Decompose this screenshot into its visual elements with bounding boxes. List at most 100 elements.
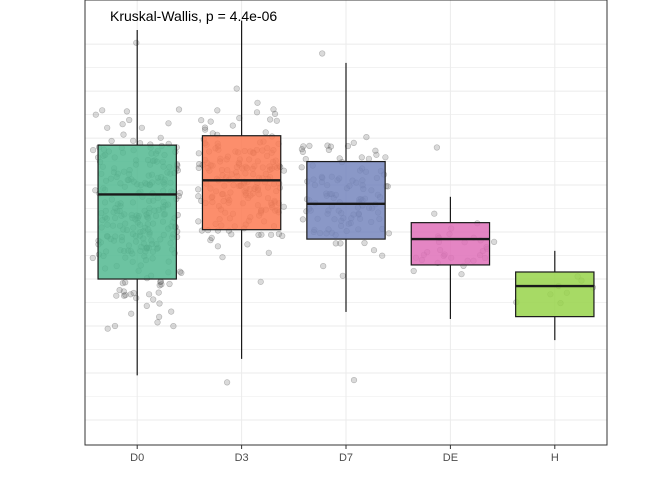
data-point <box>379 252 386 259</box>
data-point <box>89 147 97 154</box>
data-point <box>214 243 221 250</box>
data-point <box>208 234 215 241</box>
boxplot-D0 <box>97 30 177 376</box>
data-point <box>120 131 127 138</box>
data-point <box>130 289 137 297</box>
data-point <box>166 280 173 288</box>
data-point <box>320 263 327 270</box>
data-point <box>202 126 209 133</box>
data-point <box>299 148 307 155</box>
data-point <box>385 230 393 237</box>
data-point <box>257 278 264 285</box>
data-point <box>168 308 175 315</box>
data-point <box>119 280 126 287</box>
data-point <box>271 110 279 117</box>
data-point <box>244 241 251 248</box>
data-point <box>104 325 111 332</box>
data-point <box>431 210 438 217</box>
data-point <box>127 291 134 298</box>
data-point <box>123 108 130 115</box>
x-tick-label: D3 <box>235 452 249 464</box>
data-point <box>165 120 172 127</box>
data-point <box>228 231 235 238</box>
data-point <box>150 296 157 303</box>
data-point <box>279 232 286 239</box>
box-D7 <box>306 160 386 240</box>
data-point <box>156 313 163 321</box>
data-point <box>89 254 96 262</box>
data-point <box>255 231 262 239</box>
data-point <box>298 146 306 153</box>
boxplots <box>97 20 595 376</box>
box-D0 <box>97 144 177 280</box>
data-point <box>116 287 123 294</box>
data-point <box>363 134 370 141</box>
data-point <box>143 302 150 310</box>
data-point <box>306 142 313 149</box>
boxplot-D3 <box>201 20 282 359</box>
data-point <box>157 278 164 286</box>
x-tick-label: D0 <box>130 452 144 464</box>
data-point <box>268 231 275 238</box>
data-point <box>196 161 203 168</box>
data-point <box>133 295 140 302</box>
data-point <box>120 288 127 295</box>
outlier-point <box>350 377 358 384</box>
data-point <box>111 322 119 330</box>
data-point <box>458 271 465 278</box>
data-point <box>207 118 214 125</box>
x-tick-label: D7 <box>339 452 353 464</box>
data-point <box>156 300 163 307</box>
data-point <box>254 99 261 106</box>
data-point <box>195 218 202 225</box>
data-point <box>158 281 165 288</box>
data-point <box>373 151 380 158</box>
boxplot-H <box>515 250 595 341</box>
data-point <box>410 267 417 275</box>
box-H <box>515 271 595 318</box>
data-point <box>177 268 184 275</box>
data-point <box>267 116 274 123</box>
data-point <box>219 254 226 261</box>
data-point <box>370 247 378 254</box>
data-point <box>195 164 202 171</box>
data-point <box>325 146 333 153</box>
boxplot-D7 <box>306 62 386 312</box>
data-point <box>130 137 137 144</box>
data-point <box>324 142 331 149</box>
box-DE <box>410 222 491 266</box>
x-tick-label: H <box>551 452 559 464</box>
data-point <box>176 189 183 196</box>
data-point <box>92 187 99 194</box>
data-point <box>120 292 128 299</box>
data-point <box>229 122 236 129</box>
data-point <box>178 269 185 277</box>
data-point <box>201 124 209 131</box>
data-point <box>337 240 344 247</box>
data-point <box>327 143 335 150</box>
data-point <box>126 116 133 124</box>
data-point <box>258 231 265 238</box>
data-point <box>299 216 307 223</box>
data-point <box>332 240 339 247</box>
data-point <box>361 239 368 247</box>
data-point <box>122 291 129 299</box>
data-point <box>262 129 269 136</box>
outlier-point <box>433 144 441 151</box>
data-point <box>195 186 202 193</box>
data-point <box>382 154 389 161</box>
data-point <box>156 282 163 289</box>
data-point <box>104 124 111 131</box>
data-point <box>365 155 373 162</box>
data-point <box>298 164 305 171</box>
data-point <box>108 137 115 145</box>
data-point <box>195 150 202 157</box>
data-point <box>350 139 357 146</box>
data-point <box>280 203 287 210</box>
data-point <box>138 124 145 131</box>
data-point <box>133 39 140 46</box>
data-point <box>339 272 346 279</box>
data-point <box>214 107 221 114</box>
data-point <box>155 289 162 296</box>
